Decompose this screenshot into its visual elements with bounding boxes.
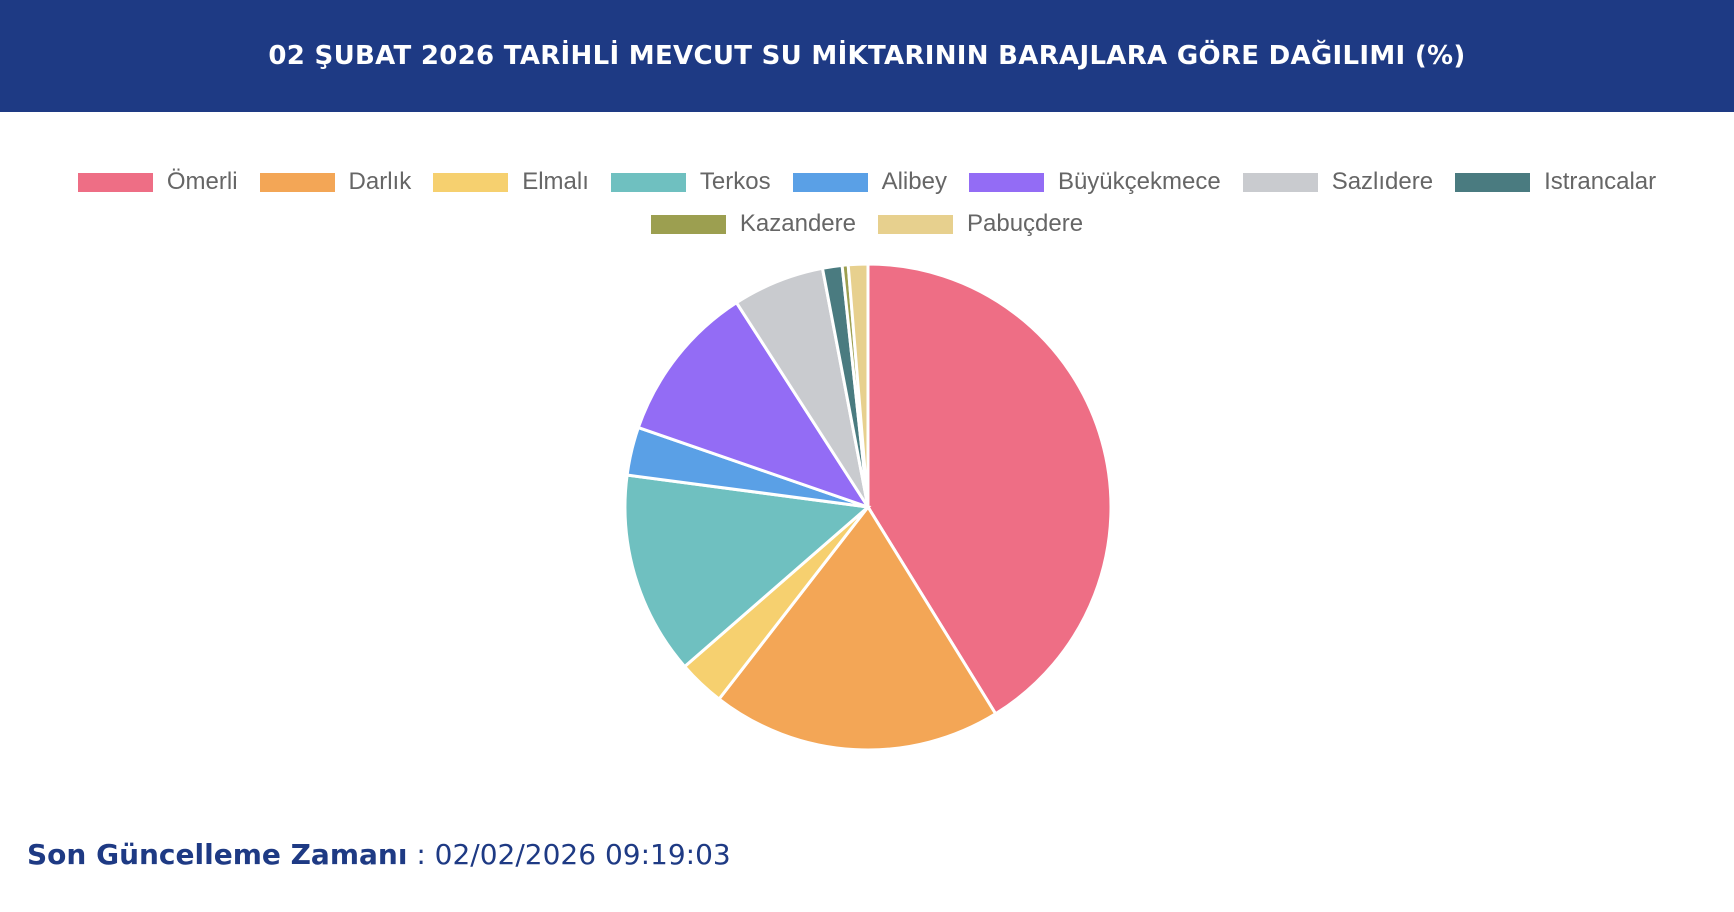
legend-item[interactable]: Büyükçekmece — [968, 168, 1221, 196]
pie-slice — [866, 262, 1113, 716]
legend-swatch — [968, 172, 1044, 192]
legend-swatch — [259, 172, 335, 192]
legend-label: Darlık — [348, 168, 412, 195]
legend-label: Kazandere — [739, 210, 856, 237]
footer-separator: : — [416, 838, 426, 871]
legend-swatch — [433, 172, 509, 192]
legend-label: Ömerli — [166, 168, 238, 195]
footer: Son Güncelleme Zamanı : 02/02/2026 09:19… — [27, 838, 731, 871]
legend-item[interactable]: Darlık — [259, 168, 412, 196]
legend-label: Sazlıdere — [1331, 168, 1434, 195]
pie-slice — [840, 263, 870, 508]
legend-item[interactable]: Pabuçdere — [878, 210, 1083, 238]
legend-item[interactable]: Sazlıdere — [1242, 168, 1434, 196]
footer-value: 02/02/2026 09:19:03 — [434, 838, 731, 871]
legend-item[interactable]: Terkos — [610, 168, 771, 196]
pie-slice — [636, 300, 872, 510]
legend-item[interactable]: Elmalı — [433, 168, 589, 196]
chart-title: 02 ŞUBAT 2026 TARİHLİ MEVCUT SU MİKTARIN… — [268, 41, 1466, 71]
pie-slice — [846, 262, 870, 508]
legend-label: Istrancalar — [1544, 168, 1657, 195]
legend-swatch — [77, 172, 153, 192]
legend-swatch — [650, 214, 726, 234]
legend-label: Terkos — [699, 168, 771, 195]
legend-label: Elmalı — [522, 168, 589, 195]
pie-slice — [734, 266, 870, 508]
header: 02 ŞUBAT 2026 TARİHLİ MEVCUT SU MİKTARIN… — [0, 0, 1734, 112]
legend-item[interactable]: Kazandere — [650, 210, 856, 238]
legend-item[interactable]: Ömerli — [77, 168, 238, 196]
legend-item[interactable]: Alibey — [792, 168, 947, 196]
pie-slice — [820, 263, 870, 508]
legend-swatch — [1242, 172, 1318, 192]
legend-label: Alibey — [881, 168, 947, 195]
legend-item[interactable]: Istrancalar — [1455, 168, 1656, 196]
pie-slice — [625, 425, 869, 509]
legend-label: Pabuçdere — [967, 210, 1084, 237]
footer-label: Son Güncelleme Zamanı — [27, 838, 408, 871]
legend-swatch — [792, 172, 868, 192]
pie-slice — [716, 504, 998, 752]
legend-swatch — [1455, 172, 1531, 192]
legend-label: Büyükçekmece — [1057, 168, 1221, 195]
legend: Ömerli Darlık Elmalı Terkos Alibey Büyükçekme… — [67, 168, 1667, 238]
pie-slice — [623, 473, 872, 669]
pie-slice — [682, 505, 870, 702]
legend-swatch — [610, 172, 686, 192]
legend-swatch — [878, 214, 953, 234]
